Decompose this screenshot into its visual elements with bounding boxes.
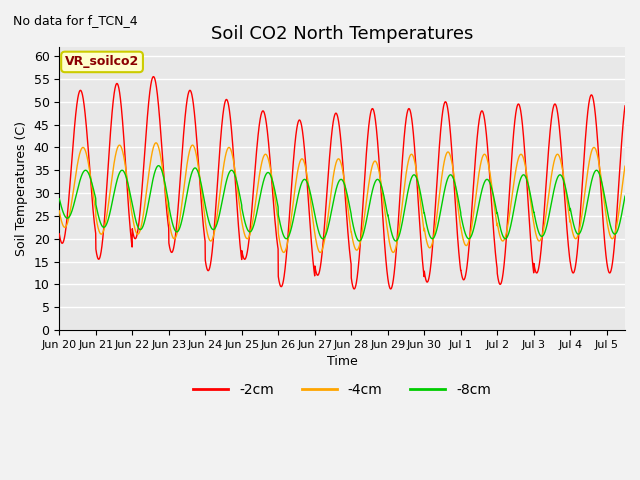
Text: VR_soilco2: VR_soilco2 (65, 55, 139, 69)
Text: No data for f_TCN_4: No data for f_TCN_4 (13, 14, 138, 27)
Title: Soil CO2 North Temperatures: Soil CO2 North Temperatures (211, 24, 474, 43)
X-axis label: Time: Time (327, 355, 358, 368)
Y-axis label: Soil Temperatures (C): Soil Temperatures (C) (15, 121, 28, 256)
Legend: -2cm, -4cm, -8cm: -2cm, -4cm, -8cm (188, 377, 497, 402)
